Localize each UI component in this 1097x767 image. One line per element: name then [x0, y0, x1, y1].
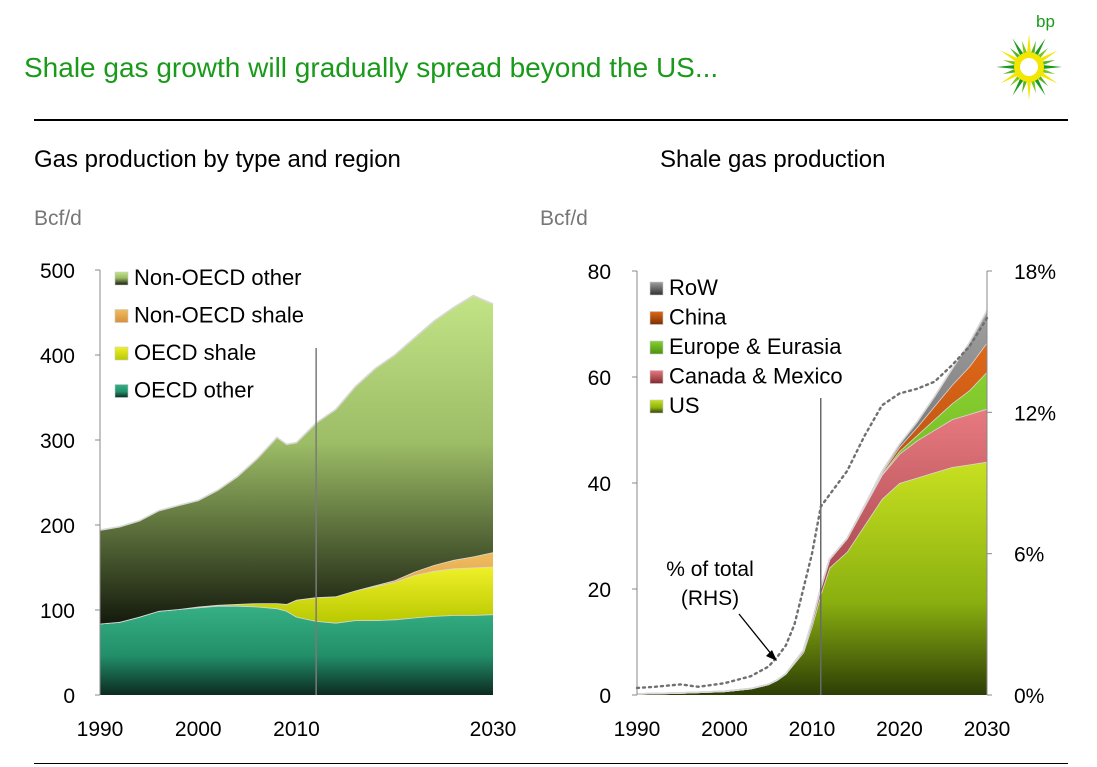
left-chart-title: Gas production by type and region [34, 146, 401, 173]
right-legend-label-canada-mexico: Canada & Mexico [669, 364, 843, 389]
left-legend-swatch-oecd-shale [114, 346, 129, 361]
right-legend-swatch-europe-eurasia [649, 340, 664, 355]
right-chart-unit: Bcf/d [540, 207, 588, 230]
left-legend-label-non-oecd-shale: Non-OECD shale [134, 303, 304, 328]
right-legend-label-us: US [669, 393, 700, 418]
page-title: Shale gas growth will gradually spread b… [24, 52, 719, 83]
top-divider [34, 119, 1068, 121]
bp-helios-logo [996, 34, 1062, 100]
right-annotation-line1: % of total [666, 558, 754, 581]
right-legend-swatch-us [649, 399, 664, 414]
left-area-oecd-other [100, 605, 493, 695]
right-legend-label-europe-eurasia: Europe & Eurasia [669, 334, 842, 359]
left-legend-swatch-non-oecd-other [114, 271, 129, 286]
right-pct-of-total-line [635, 316, 989, 690]
left-boundary-non-oecd-other [99, 294, 494, 531]
left-y-tick-label: 300 [40, 430, 75, 453]
left-y-tick-label: 500 [40, 260, 75, 283]
right-x-tick-label: 2000 [701, 718, 748, 741]
right-y2-tick-label: 12% [1014, 402, 1056, 425]
left-y-tick-label: 0 [63, 685, 75, 708]
right-y2-tick-label: 18% [1014, 261, 1056, 284]
left-legend-label-oecd-shale: OECD shale [134, 340, 256, 365]
left-x-tick-label: 2030 [470, 718, 517, 741]
left-chart-unit: Bcf/d [34, 207, 82, 230]
left-x-tick-label: 1990 [77, 718, 124, 741]
right-area-us [637, 461, 987, 695]
left-legend-swatch-non-oecd-shale [114, 309, 129, 323]
right-area-canada-mexico [637, 408, 987, 694]
right-y-tick-label: 20 [588, 579, 611, 602]
right-x-tick-label: 2030 [964, 718, 1011, 741]
right-y-tick-label: 40 [588, 473, 611, 496]
left-legend-label-non-oecd-other: Non-OECD other [134, 265, 302, 290]
left-area-oecd-shale [100, 566, 493, 624]
left-y-tick-label: 100 [40, 600, 75, 623]
right-legend-label-china: China [669, 305, 727, 330]
right-x-tick-label: 2020 [876, 718, 923, 741]
right-legend-label-row: RoW [669, 275, 718, 300]
right-y2-tick-label: 6% [1014, 544, 1044, 567]
right-annotation-arrowhead [766, 650, 777, 661]
right-y2-tick-label: 0% [1014, 685, 1044, 708]
left-legend-label-oecd-other: OECD other [134, 378, 254, 403]
right-annotation-arrow-line [738, 613, 773, 656]
right-y-tick-label: 80 [588, 261, 611, 284]
right-x-tick-label: 2010 [789, 718, 836, 741]
right-chart-title: Shale gas production [660, 146, 886, 173]
right-annotation-line2: (RHS) [681, 587, 739, 610]
left-y-tick-label: 400 [40, 345, 75, 368]
bp-logo-text: bp [1036, 12, 1055, 31]
right-legend-swatch-china [649, 311, 664, 325]
left-x-tick-label: 2010 [273, 718, 320, 741]
bottom-divider [34, 763, 1068, 764]
right-y-tick-label: 60 [588, 367, 611, 390]
right-legend-swatch-canada-mexico [649, 370, 664, 384]
left-x-tick-label: 2000 [175, 718, 222, 741]
right-x-tick-label: 1990 [614, 718, 661, 741]
left-legend-swatch-oecd-other [114, 384, 129, 398]
right-y-tick-label: 0 [599, 685, 611, 708]
left-y-tick-label: 200 [40, 515, 75, 538]
right-legend-swatch-row [649, 281, 664, 296]
left-area-non-oecd-other [100, 295, 493, 624]
